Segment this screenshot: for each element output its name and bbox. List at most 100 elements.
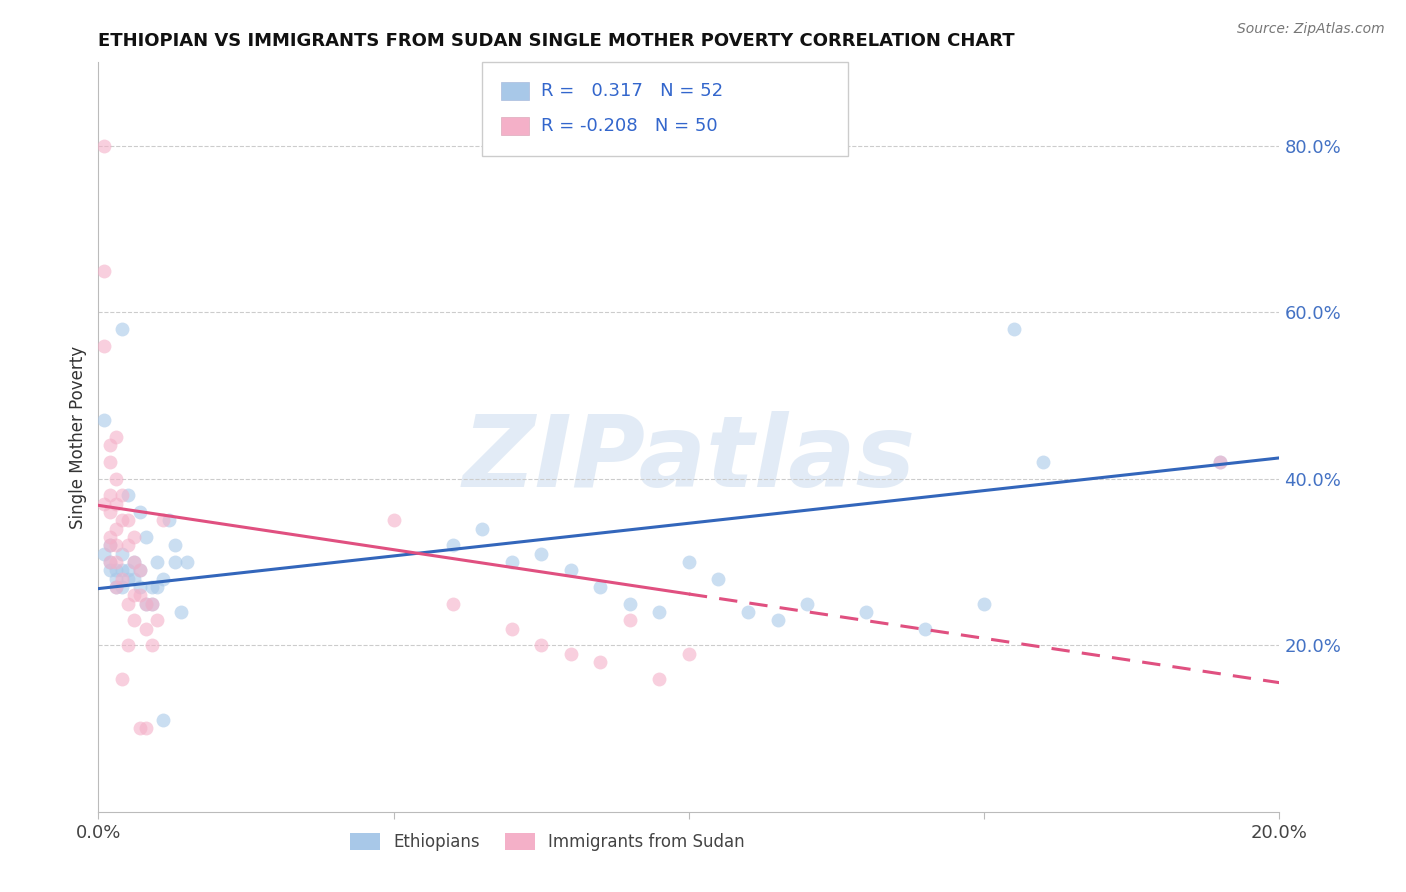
Point: [111, 488, 134, 502]
Point: [501, 555, 523, 569]
Point: [135, 722, 157, 736]
Point: [122, 530, 145, 544]
Point: [128, 588, 150, 602]
Point: [105, 580, 128, 594]
Point: [1032, 455, 1054, 469]
Point: [152, 572, 174, 586]
Point: [98, 538, 121, 552]
Point: [165, 538, 187, 552]
Point: [98, 455, 121, 469]
Point: [105, 580, 128, 594]
Point: [707, 572, 730, 586]
Point: [105, 522, 128, 536]
Point: [141, 580, 163, 594]
Point: [128, 580, 150, 594]
Point: [117, 488, 139, 502]
Point: [98, 555, 121, 569]
Point: [157, 513, 180, 527]
Point: [678, 647, 700, 661]
Point: [117, 597, 139, 611]
Point: [93, 263, 115, 277]
Point: [93, 338, 115, 352]
FancyBboxPatch shape: [482, 62, 848, 156]
Point: [1209, 455, 1232, 469]
Point: [98, 505, 121, 519]
Point: [560, 647, 582, 661]
Text: R = -0.208   N = 50: R = -0.208 N = 50: [541, 117, 718, 135]
Point: [648, 672, 671, 686]
Point: [128, 505, 150, 519]
Point: [105, 563, 128, 577]
Text: R =   0.317   N = 52: R = 0.317 N = 52: [541, 82, 724, 100]
Point: [170, 605, 193, 619]
Point: [855, 605, 877, 619]
Point: [501, 622, 523, 636]
Point: [589, 655, 612, 669]
Point: [98, 530, 121, 544]
Point: [648, 605, 671, 619]
Point: [441, 597, 464, 611]
Point: [146, 580, 169, 594]
Point: [128, 563, 150, 577]
Point: [737, 605, 759, 619]
Point: [117, 538, 139, 552]
FancyBboxPatch shape: [501, 82, 530, 100]
Point: [152, 513, 174, 527]
Point: [122, 613, 145, 627]
Point: [146, 555, 169, 569]
Point: [105, 572, 128, 586]
Point: [117, 563, 139, 577]
Point: [122, 588, 145, 602]
Point: [117, 572, 139, 586]
Point: [117, 513, 139, 527]
Point: [111, 580, 134, 594]
Point: [530, 638, 553, 652]
Point: [589, 580, 612, 594]
Point: [135, 597, 157, 611]
Point: [93, 547, 115, 561]
Text: Source: ZipAtlas.com: Source: ZipAtlas.com: [1237, 22, 1385, 37]
Point: [560, 563, 582, 577]
Point: [176, 555, 198, 569]
Point: [98, 438, 121, 452]
Point: [111, 563, 134, 577]
Point: [678, 555, 700, 569]
Point: [105, 555, 128, 569]
Legend: Ethiopians, Immigrants from Sudan: Ethiopians, Immigrants from Sudan: [342, 825, 754, 860]
Point: [1002, 322, 1025, 336]
Point: [146, 613, 169, 627]
Text: ZIPatlas: ZIPatlas: [463, 411, 915, 508]
Point: [128, 722, 150, 736]
Point: [111, 547, 134, 561]
Point: [105, 472, 128, 486]
Point: [165, 555, 187, 569]
FancyBboxPatch shape: [501, 117, 530, 135]
Point: [111, 572, 134, 586]
Point: [128, 563, 150, 577]
Point: [619, 613, 641, 627]
Point: [93, 497, 115, 511]
Point: [122, 555, 145, 569]
Point: [441, 538, 464, 552]
Point: [105, 497, 128, 511]
Point: [135, 622, 157, 636]
Point: [98, 538, 121, 552]
Point: [973, 597, 995, 611]
Point: [93, 413, 115, 427]
Point: [98, 563, 121, 577]
Y-axis label: Single Mother Poverty: Single Mother Poverty: [69, 345, 87, 529]
Point: [135, 530, 157, 544]
Point: [98, 488, 121, 502]
Point: [117, 638, 139, 652]
Point: [111, 513, 134, 527]
Point: [152, 713, 174, 727]
Point: [122, 572, 145, 586]
Point: [471, 522, 494, 536]
Point: [105, 430, 128, 444]
Point: [122, 555, 145, 569]
Point: [141, 597, 163, 611]
Point: [382, 513, 405, 527]
Point: [530, 547, 553, 561]
Point: [98, 555, 121, 569]
Point: [111, 322, 134, 336]
